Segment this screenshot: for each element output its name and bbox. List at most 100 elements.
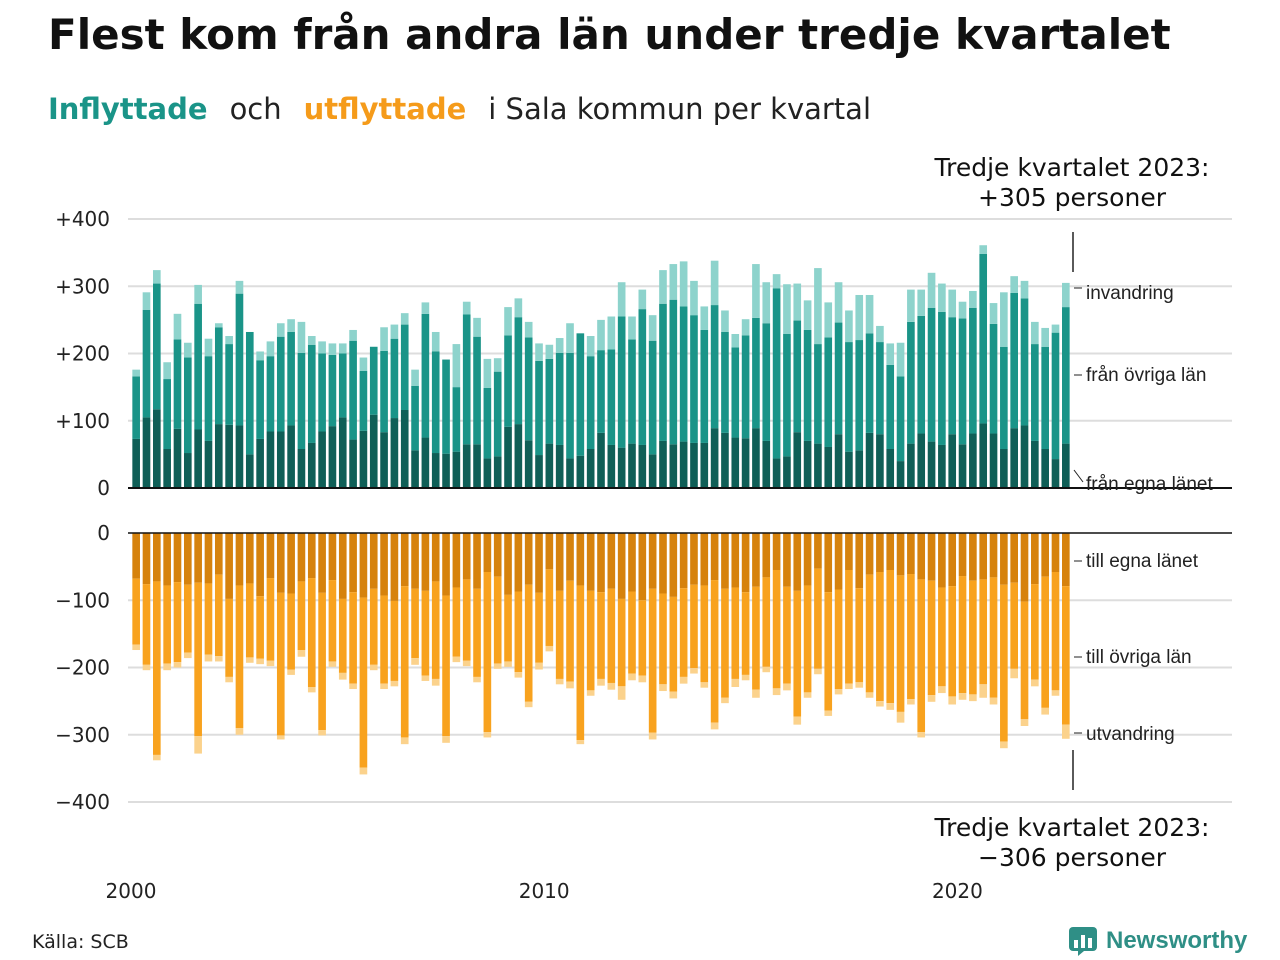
bar-in-own-county (648, 454, 657, 489)
chart-title: Flest kom från andra län under tredje kv… (48, 10, 1171, 59)
bar-in-abroad (514, 298, 523, 318)
bar-in-own-county (535, 455, 543, 488)
bar-in-own-county (576, 455, 585, 488)
bar-in-abroad (524, 321, 533, 338)
bar-in-other-counties (958, 318, 967, 445)
bar-out-own-county (1020, 533, 1029, 602)
bar-in-other-counties (359, 370, 368, 431)
brand-name: Newsworthy (1106, 927, 1248, 954)
bar-out-abroad (834, 689, 843, 695)
bar-out-other-counties (793, 590, 802, 717)
bar-in-own-county (1031, 440, 1039, 488)
bar-out-abroad (1000, 741, 1008, 749)
bar-in-own-county (566, 458, 574, 488)
bar-out-own-county (225, 533, 233, 599)
subtitle-and: och (229, 92, 282, 126)
bar-in-abroad (989, 303, 998, 324)
bar-out-abroad (214, 656, 223, 662)
bar-out-own-county (700, 533, 709, 586)
annotation-bottom-line2: −306 personer (978, 843, 1167, 872)
bar-in-own-county (142, 417, 151, 488)
bar-out-abroad (297, 650, 306, 657)
bar-in-other-counties (638, 309, 647, 445)
bar-out-abroad (369, 664, 378, 671)
bar-out-own-county (473, 533, 481, 589)
bar-in-own-county (421, 437, 430, 488)
bar-out-other-counties (638, 600, 647, 676)
bar-out-abroad (958, 693, 967, 700)
bar-out-other-counties (648, 588, 657, 733)
bar-in-own-county (400, 409, 409, 488)
bar-out-other-counties (566, 580, 574, 682)
bar-out-abroad (659, 684, 667, 692)
bar-in-other-counties (524, 337, 533, 441)
bar-in-other-counties (183, 357, 192, 454)
bar-out-other-counties (907, 574, 915, 700)
bar-out-own-county (597, 533, 605, 593)
bar-out-own-county (886, 533, 895, 570)
bar-out-other-counties (276, 592, 285, 736)
bar-out-other-counties (204, 583, 213, 655)
bar-out-abroad (566, 681, 574, 689)
bar-out-own-county (690, 533, 698, 585)
bar-in-own-county (256, 438, 264, 488)
bar-in-other-counties (865, 333, 874, 433)
bar-out-other-counties (359, 597, 368, 768)
bar-out-other-counties (483, 572, 492, 733)
y-axis-labels: +400 +300 +200 +100 0 0 −100 −200 −300 −400 (55, 207, 110, 814)
bar-in-abroad (917, 289, 926, 316)
bar-out-abroad (411, 658, 419, 665)
bar-in-own-county (1062, 443, 1070, 488)
bar-in-abroad (741, 319, 750, 336)
bar-in-other-counties (721, 331, 729, 433)
bar-in-own-county (659, 440, 667, 488)
bar-in-other-counties (173, 339, 182, 429)
bar-in-own-county (183, 453, 192, 488)
brand-logo: Newsworthy (1068, 926, 1247, 956)
bar-in-abroad (617, 282, 626, 317)
bar-out-own-county (907, 533, 915, 575)
bar-out-abroad (524, 701, 533, 708)
bar-in-own-county (700, 442, 709, 488)
bar-in-own-county (690, 442, 698, 488)
bar-out-other-counties (700, 585, 709, 683)
bar-in-own-county (214, 424, 223, 488)
bar-out-own-county (545, 533, 554, 570)
bar-in-abroad (690, 280, 698, 316)
bar-in-other-counties (793, 320, 802, 433)
bar-out-other-counties (989, 577, 998, 698)
bar-out-other-counties (235, 585, 244, 729)
bar-out-own-county (834, 533, 843, 590)
bar-out-abroad (493, 663, 502, 669)
bar-in-abroad (163, 362, 171, 380)
migration-bar-chart: Tredje kvartalet 2023: +305 personer Tre… (55, 153, 1232, 900)
bar-out-own-county (349, 533, 357, 593)
bar-out-other-counties (752, 586, 760, 690)
bar-in-own-county (328, 426, 337, 488)
bar-in-abroad (979, 245, 988, 254)
bar-out-other-counties (328, 580, 337, 662)
bar-out-other-counties (927, 580, 936, 696)
bar-in-own-county (524, 440, 533, 488)
bar-in-other-counties (1031, 344, 1039, 441)
bar-out-other-counties (194, 582, 202, 737)
bar-out-abroad (142, 664, 151, 671)
bar-out-other-counties (958, 576, 967, 694)
bar-out-other-counties (555, 590, 564, 679)
bar-out-own-county (297, 533, 306, 582)
bar-in-abroad (483, 358, 492, 388)
bar-out-other-counties (153, 581, 161, 755)
bar-in-other-counties (814, 344, 822, 444)
bar-out-other-counties (576, 585, 585, 741)
bar-out-own-county (958, 533, 967, 577)
bar-out-other-counties (504, 594, 512, 662)
bar-in-abroad (183, 342, 192, 358)
bar-out-own-county (163, 533, 171, 586)
bar-out-own-county (431, 533, 440, 582)
bar-in-abroad (349, 329, 357, 341)
bar-out-other-counties (452, 587, 461, 657)
bar-in-other-counties (452, 387, 461, 452)
bar-in-other-counties (545, 358, 554, 444)
bar-out-other-counties (741, 592, 750, 675)
bar-in-other-counties (535, 360, 543, 456)
